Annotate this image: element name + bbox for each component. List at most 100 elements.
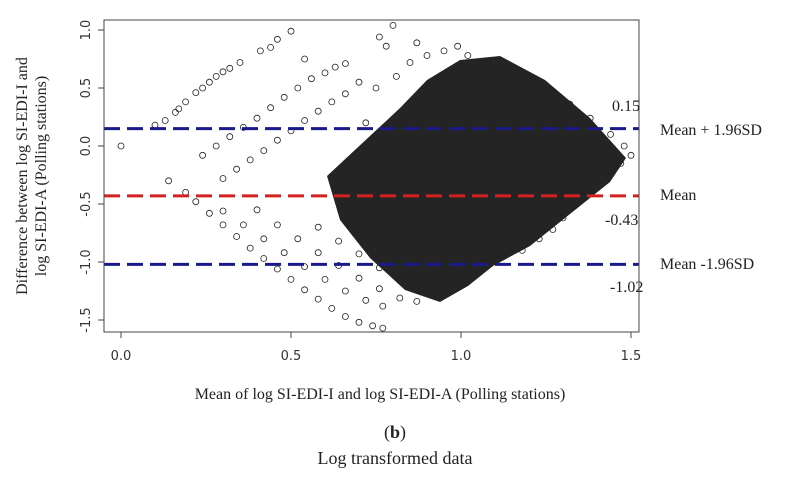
y-tick-label: 0.0	[79, 136, 94, 157]
data-point	[454, 42, 462, 50]
plot-frame	[103, 19, 640, 333]
data-point	[382, 42, 390, 50]
data-point	[362, 296, 370, 304]
data-point	[161, 117, 169, 124]
data-point	[518, 246, 526, 254]
data-point	[165, 177, 173, 185]
data-point	[546, 86, 553, 94]
data-point	[341, 287, 349, 295]
data-point	[389, 21, 397, 29]
data-point	[321, 69, 329, 77]
data-point	[239, 221, 247, 229]
data-point	[423, 52, 431, 59]
x-tick-label: 1.5	[621, 349, 642, 364]
x-axis-label: Mean of log SI-EDI-I and log SI-EDI-A (P…	[195, 386, 566, 403]
data-point	[535, 235, 543, 243]
y-axis-label-line-2: log SI-EDI-A (Polling stations)	[33, 76, 50, 276]
data-point	[192, 89, 200, 96]
data-point	[219, 207, 227, 215]
data-point	[566, 100, 574, 108]
data-point	[379, 324, 387, 332]
data-point	[314, 223, 322, 231]
figure-caption: Log transformed data	[317, 448, 473, 468]
data-point	[341, 60, 349, 67]
data-point	[301, 117, 309, 124]
data-point	[307, 75, 315, 83]
x-tick-label: 0.0	[111, 349, 132, 364]
data-point	[355, 250, 363, 258]
data-point	[586, 114, 594, 122]
data-point	[219, 175, 227, 182]
data-point	[260, 235, 268, 243]
data-point	[416, 287, 424, 295]
data-point	[280, 249, 288, 257]
data-point	[199, 84, 207, 92]
data-point	[423, 284, 431, 291]
data-point	[294, 84, 302, 92]
data-point	[199, 151, 207, 159]
data-point	[117, 142, 125, 150]
data-point	[627, 151, 635, 159]
data-point	[280, 93, 288, 101]
data-point	[375, 33, 383, 41]
data-point	[233, 233, 241, 240]
data-point	[369, 322, 377, 330]
x-tick-label: 0.5	[281, 349, 302, 364]
data-point	[413, 39, 421, 47]
y-tick-label: 0.5	[79, 78, 94, 99]
data-point	[256, 47, 264, 55]
data-point	[372, 84, 380, 92]
data-point	[226, 64, 234, 72]
data-point	[331, 63, 339, 71]
data-point	[413, 297, 421, 305]
data-point	[573, 200, 580, 208]
data-point	[437, 279, 445, 287]
data-point	[205, 78, 213, 86]
data-point	[219, 221, 227, 229]
data-point	[267, 44, 275, 51]
data-point	[559, 214, 567, 222]
data-point	[267, 104, 275, 112]
data-point	[392, 73, 400, 80]
lower-limit-value-label: -1.02	[610, 279, 643, 296]
y-axis-label-line-1: Difference between log SI-EDI-I and	[14, 57, 31, 295]
data-point	[406, 59, 414, 66]
data-point	[273, 265, 281, 273]
data-point	[294, 235, 302, 243]
data-point	[175, 105, 183, 113]
data-point	[260, 147, 268, 155]
data-point	[620, 142, 628, 150]
mean-value-label: -0.43	[605, 212, 638, 229]
data-point	[246, 244, 254, 252]
data-point	[433, 293, 441, 301]
data-point	[273, 221, 281, 229]
data-point	[341, 313, 349, 320]
data-point	[362, 119, 370, 127]
data-point	[328, 304, 336, 312]
y-tick-label: -1.5	[79, 307, 94, 332]
data-point	[314, 295, 322, 303]
data-point	[287, 275, 295, 283]
data-point	[212, 142, 220, 150]
upper-limit-value-label: 0.15	[612, 98, 640, 115]
data-point	[328, 98, 336, 106]
data-point	[301, 55, 309, 63]
data-point	[603, 168, 611, 175]
lower-limit-name-label: Mean -1.96SD	[660, 256, 754, 273]
panel-letter-text: b	[389, 422, 400, 442]
data-point	[440, 47, 448, 55]
data-point	[583, 188, 591, 196]
data-point	[260, 255, 268, 262]
data-point	[246, 156, 254, 164]
data-point	[375, 285, 383, 293]
data-point	[379, 302, 387, 310]
y-tick-label: 1.0	[79, 20, 94, 41]
data-point	[355, 274, 363, 282]
data-point	[301, 263, 309, 271]
data-point	[617, 159, 625, 167]
data-point	[355, 78, 363, 86]
panel-letter: (b)	[383, 422, 406, 442]
data-point	[396, 294, 404, 302]
data-point	[253, 114, 261, 122]
